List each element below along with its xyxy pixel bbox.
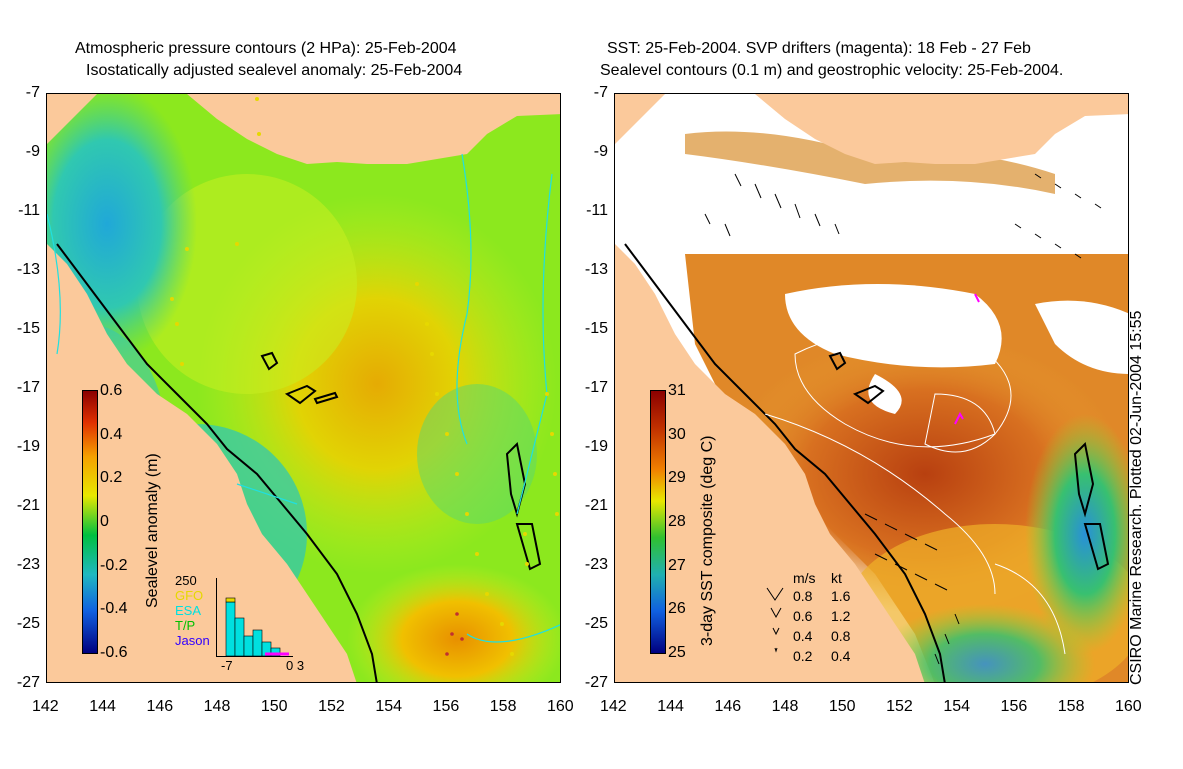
y-right-tick: -23 — [584, 556, 608, 573]
sealevel-colorbar-label: Sealevel anomaly (m) — [144, 453, 161, 608]
x-left-tick: 154 — [375, 698, 403, 715]
velocity-legend-header-kt: kt — [831, 570, 842, 586]
y-right-tick: -27 — [584, 674, 608, 691]
cbar-right-ticks-tick: 30 — [668, 425, 686, 443]
x-left-tick: 144 — [89, 698, 116, 715]
y-left-tick: -7 — [25, 84, 40, 101]
cbar-left-ticks-tick: 0 — [100, 513, 109, 530]
histogram-x-left-label: -7 — [221, 658, 233, 673]
y-left-tick: -21 — [16, 497, 40, 514]
x-right-tick: 150 — [828, 698, 856, 715]
y-left-tick: -15 — [16, 320, 40, 337]
velocity-legend-kt: 1.2 — [831, 608, 851, 624]
cbar-right-ticks-tick: 29 — [668, 469, 686, 487]
y-left-tick: -9 — [25, 143, 40, 160]
x-right-tick: 152 — [886, 698, 913, 715]
y-right-tick: -9 — [593, 143, 608, 160]
altimeter-histogram — [216, 578, 293, 657]
y-right-tick: -25 — [584, 615, 608, 632]
velocity-legend-ms: 0.8 — [793, 588, 813, 604]
credit-text: CSIRO Marine Research. Plotted 02-Jun-20… — [1128, 310, 1145, 685]
cbar-left-ticks-tick: -0.2 — [100, 556, 128, 574]
y-right-tick: -7 — [593, 84, 608, 101]
cbar-left-ticks-tick: 0.6 — [100, 382, 123, 399]
velocity-legend-ms: 0.2 — [793, 648, 813, 664]
sst-map — [614, 93, 1129, 683]
y-left-tick: -23 — [16, 556, 40, 573]
x-right-tick: 142 — [600, 698, 627, 715]
histogram-legend-gfo: GFO — [175, 588, 204, 603]
y-right-tick: -21 — [584, 497, 608, 514]
cbar-right-ticks-tick: 25 — [668, 644, 686, 661]
velocity-legend-ms: 0.4 — [793, 628, 813, 644]
y-left-tick: -17 — [16, 379, 40, 396]
x-right-tick: 160 — [1115, 698, 1142, 715]
cbar-right-ticks-tick: 26 — [668, 600, 686, 618]
sealevel-anomaly-map — [46, 93, 561, 683]
y-left-tick: -27 — [16, 674, 40, 691]
y-right-tick: -13 — [584, 261, 608, 278]
velocity-legend: m/s kt 0.8 1.6 0.6 1.2 0.4 0.8 0.2 0.4 — [765, 570, 865, 664]
y-right-tick: -11 — [586, 202, 608, 219]
cbar-left-ticks-tick: 0.2 — [100, 469, 123, 487]
x-left-tick: 150 — [260, 698, 288, 715]
x-left-tick: 160 — [547, 698, 574, 715]
cbar-right-ticks-tick: 28 — [668, 513, 686, 530]
y-left-tick: -25 — [16, 615, 40, 632]
right-title-line2: Sealevel contours (0.1 m) and geostrophi… — [600, 62, 1064, 79]
x-left-tick: 148 — [203, 698, 231, 715]
velocity-legend-kt: 0.8 — [831, 628, 851, 644]
x-right-tick: 158 — [1057, 698, 1085, 715]
histogram-bars — [225, 597, 289, 657]
cbar-left-ticks-tick: 0.4 — [100, 425, 123, 443]
x-left-tick: 142 — [32, 698, 59, 715]
histogram-legend-esa: ESA — [175, 603, 202, 618]
y-right-tick: -15 — [584, 320, 608, 337]
histogram-ymax-label: 250 — [175, 573, 197, 588]
sst-field — [615, 94, 1128, 682]
velocity-legend-ms: 0.6 — [793, 608, 813, 624]
velocity-legend-kt: 0.4 — [831, 648, 851, 664]
y-right-tick: -19 — [584, 438, 608, 455]
cbar-right-ticks-tick: 31 — [668, 382, 686, 399]
x-left-tick: 146 — [146, 698, 174, 715]
x-right-tick: 146 — [714, 698, 742, 715]
right-title-line1: SST: 25-Feb-2004. SVP drifters (magenta)… — [607, 40, 1031, 57]
histogram-legend-tp: T/P — [175, 618, 196, 633]
velocity-legend-header-ms: m/s — [793, 570, 816, 586]
sst-colorbar-label: 3-day SST composite (deg C) — [699, 435, 716, 646]
x-right-tick: 156 — [1000, 698, 1028, 715]
x-left-tick: 158 — [489, 698, 517, 715]
velocity-arrows — [704, 173, 1102, 665]
x-left-tick: 152 — [318, 698, 345, 715]
velocity-legend-arrows — [766, 587, 784, 653]
sealevel-colorbar — [82, 390, 98, 654]
cbar-left-ticks-tick: -0.6 — [100, 644, 128, 661]
left-title-line2: Isostatically adjusted sealevel anomaly:… — [86, 62, 463, 79]
cbar-right-ticks-tick: 27 — [668, 556, 686, 574]
y-right-tick: -17 — [584, 379, 608, 396]
histogram-x-right-label: 0 3 — [286, 658, 305, 673]
y-left-tick: -13 — [16, 261, 40, 278]
x-right-tick: 144 — [657, 698, 684, 715]
x-right-tick: 154 — [943, 698, 971, 715]
left-title-line1: Atmospheric pressure contours (2 HPa): 2… — [75, 40, 457, 57]
x-left-tick: 156 — [432, 698, 460, 715]
cbar-left-ticks-tick: -0.4 — [100, 600, 128, 618]
sst-colorbar — [650, 390, 666, 654]
sealevel-anomaly-field — [47, 94, 560, 682]
histogram-legend-jason: Jason — [175, 633, 210, 648]
y-left-tick: -11 — [18, 202, 40, 219]
x-right-tick: 148 — [771, 698, 799, 715]
y-left-tick: -19 — [16, 438, 40, 455]
velocity-legend-kt: 1.6 — [831, 588, 851, 604]
